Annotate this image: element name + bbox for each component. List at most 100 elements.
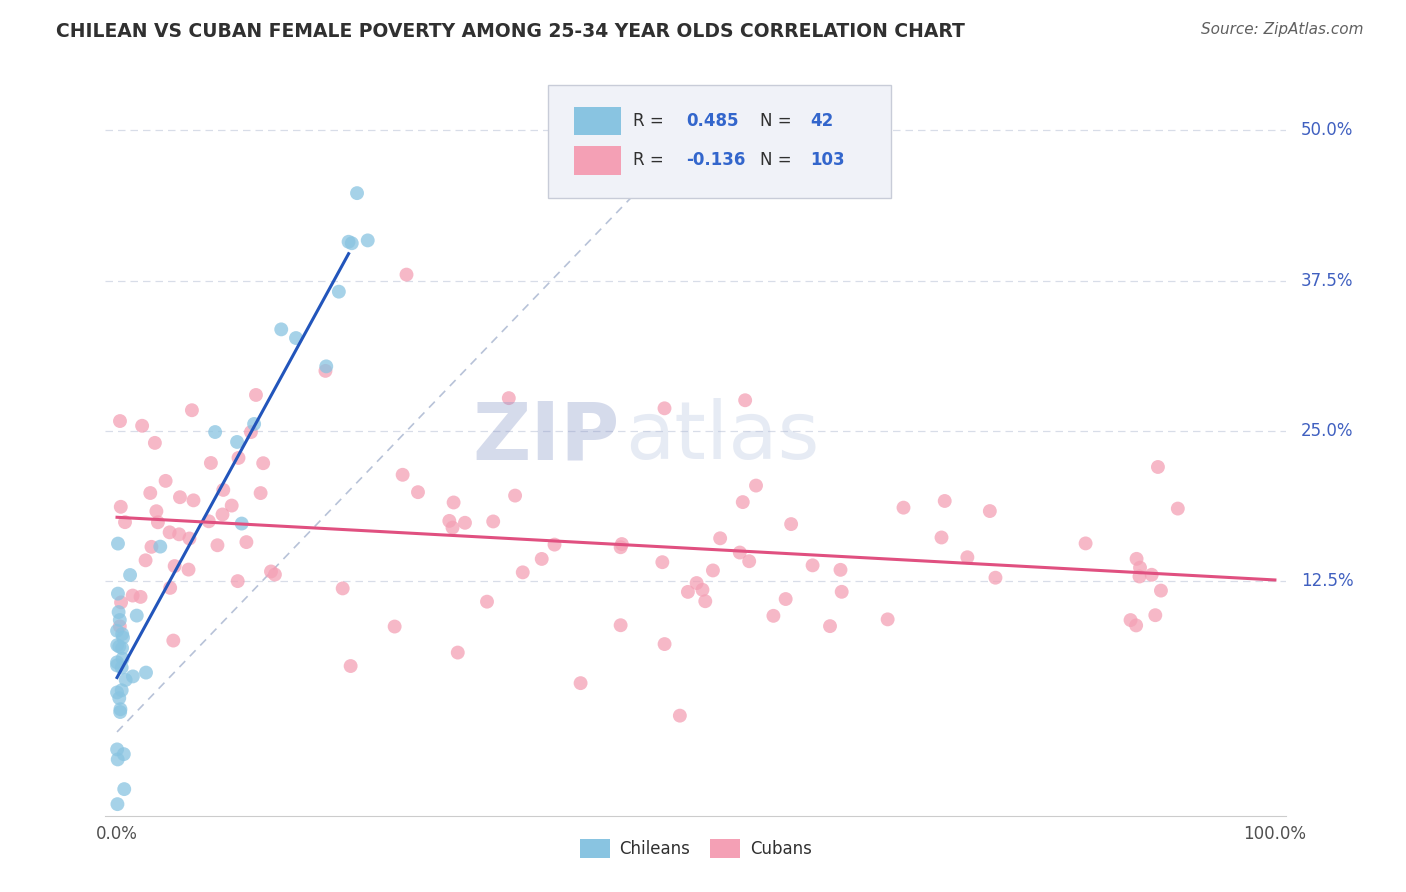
Point xyxy=(346,186,368,201)
Point xyxy=(1128,569,1150,583)
Point xyxy=(1167,501,1189,516)
Point xyxy=(179,532,201,546)
Point xyxy=(111,683,134,698)
Point xyxy=(180,403,202,417)
Point xyxy=(107,586,129,600)
Text: 12.5%: 12.5% xyxy=(1301,573,1354,591)
Point xyxy=(512,566,534,580)
Point xyxy=(260,565,283,579)
Point xyxy=(934,494,956,508)
Point xyxy=(979,504,1001,518)
Text: Source: ZipAtlas.com: Source: ZipAtlas.com xyxy=(1201,22,1364,37)
Point xyxy=(135,665,157,680)
Point xyxy=(1129,560,1152,574)
Point xyxy=(893,500,915,515)
Point xyxy=(654,401,676,416)
Text: ZIP: ZIP xyxy=(472,398,619,476)
Point xyxy=(112,782,135,797)
Text: CHILEAN VS CUBAN FEMALE POVERTY AMONG 25-34 YEAR OLDS CORRELATION CHART: CHILEAN VS CUBAN FEMALE POVERTY AMONG 25… xyxy=(56,22,965,41)
Point xyxy=(731,495,754,509)
Point xyxy=(395,268,418,282)
Point xyxy=(107,752,129,766)
Point xyxy=(235,535,257,549)
Point xyxy=(745,478,768,492)
Point xyxy=(143,436,166,450)
Text: 50.0%: 50.0% xyxy=(1301,121,1353,139)
Point xyxy=(676,585,699,599)
Point xyxy=(609,618,631,632)
Point xyxy=(129,590,152,604)
Point xyxy=(108,640,131,654)
Point xyxy=(105,656,128,670)
Point xyxy=(108,613,131,627)
Point xyxy=(155,474,177,488)
Point xyxy=(110,595,132,609)
Point xyxy=(167,527,190,541)
Point xyxy=(111,627,134,641)
Point xyxy=(125,608,148,623)
Point xyxy=(108,691,131,706)
Point xyxy=(110,500,132,514)
Point xyxy=(107,797,129,812)
Point xyxy=(1144,608,1167,623)
Point xyxy=(384,619,406,633)
Point xyxy=(454,516,477,530)
Point xyxy=(159,525,181,540)
Point xyxy=(498,391,520,405)
Point xyxy=(340,236,363,251)
Point xyxy=(543,538,565,552)
Point xyxy=(1147,460,1170,475)
Point xyxy=(1074,536,1097,550)
Point xyxy=(112,631,135,645)
Point xyxy=(105,742,128,756)
Point xyxy=(162,633,184,648)
Point xyxy=(447,646,470,660)
Point xyxy=(738,554,761,568)
Point xyxy=(183,493,205,508)
Point xyxy=(252,456,274,470)
Point xyxy=(443,495,465,509)
Point xyxy=(818,619,841,633)
Bar xyxy=(574,106,621,136)
Point xyxy=(228,450,250,465)
Point xyxy=(357,234,380,248)
Point xyxy=(105,658,128,673)
Point xyxy=(831,584,853,599)
Text: R =: R = xyxy=(633,152,669,169)
Point xyxy=(212,483,235,497)
Point xyxy=(503,489,526,503)
Point xyxy=(1125,618,1147,632)
Point xyxy=(207,538,229,552)
Text: N =: N = xyxy=(759,112,797,130)
Point xyxy=(709,531,731,545)
Point xyxy=(475,595,498,609)
Point xyxy=(610,537,633,551)
Point xyxy=(830,563,852,577)
Point xyxy=(120,568,142,582)
Point xyxy=(110,702,132,716)
Point xyxy=(141,540,163,554)
Point xyxy=(226,574,249,588)
Point xyxy=(391,467,413,482)
Point xyxy=(406,485,429,500)
Point xyxy=(239,425,262,439)
Point xyxy=(111,640,134,655)
Point xyxy=(328,285,350,299)
Point xyxy=(734,393,756,408)
Text: 37.5%: 37.5% xyxy=(1301,272,1353,290)
Point xyxy=(775,592,797,607)
Point xyxy=(177,563,200,577)
Point xyxy=(669,708,692,723)
Point xyxy=(530,552,553,566)
Point xyxy=(169,490,191,504)
Point xyxy=(108,619,131,633)
Point xyxy=(107,536,129,550)
Point xyxy=(876,612,898,626)
Point xyxy=(226,434,249,449)
Point xyxy=(439,514,461,528)
Point xyxy=(107,605,129,619)
Point xyxy=(108,705,131,719)
Point xyxy=(685,576,707,591)
Text: 0.485: 0.485 xyxy=(686,112,740,130)
Point xyxy=(695,594,717,608)
